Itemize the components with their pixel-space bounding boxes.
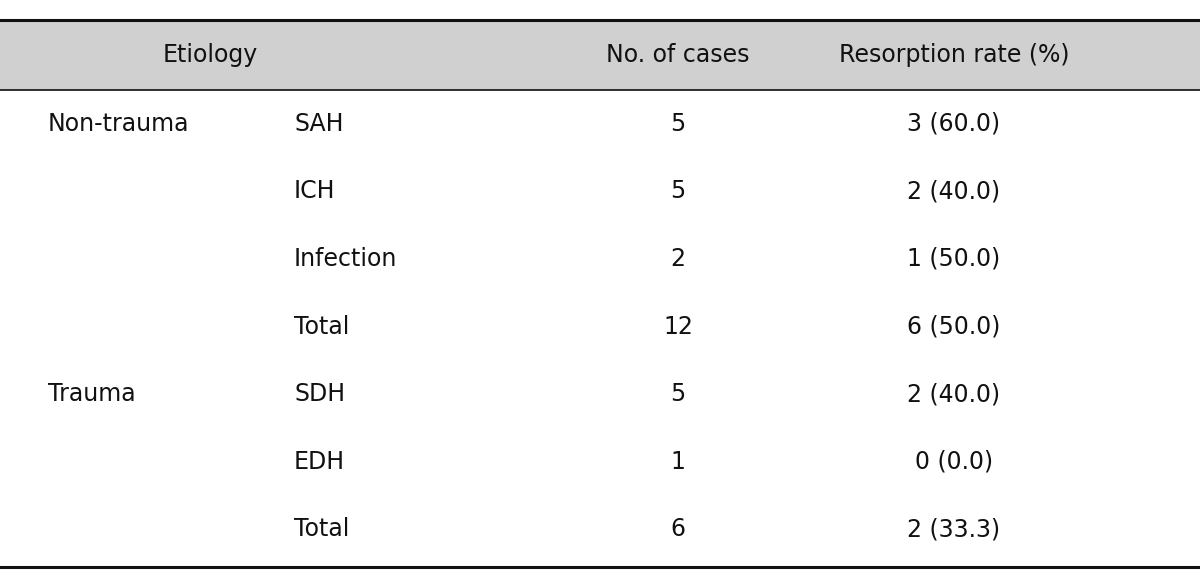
Text: SAH: SAH <box>294 112 343 136</box>
Text: Total: Total <box>294 517 349 541</box>
Text: 5: 5 <box>671 112 685 136</box>
Text: 5: 5 <box>671 382 685 406</box>
Bar <box>0 20 1200 90</box>
Text: 5: 5 <box>671 179 685 204</box>
Text: 1 (50.0): 1 (50.0) <box>907 247 1001 271</box>
Text: Resorption rate (%): Resorption rate (%) <box>839 43 1069 68</box>
Text: Etiology: Etiology <box>162 43 258 68</box>
Text: 2 (33.3): 2 (33.3) <box>907 517 1001 541</box>
Text: Total: Total <box>294 314 349 339</box>
Text: 12: 12 <box>664 314 692 339</box>
Text: 2 (40.0): 2 (40.0) <box>907 382 1001 406</box>
Text: 0 (0.0): 0 (0.0) <box>914 449 994 474</box>
Text: 2 (40.0): 2 (40.0) <box>907 179 1001 204</box>
Text: SDH: SDH <box>294 382 346 406</box>
Text: EDH: EDH <box>294 449 346 474</box>
Text: 1: 1 <box>671 449 685 474</box>
Text: 3 (60.0): 3 (60.0) <box>907 112 1001 136</box>
Text: Non-trauma: Non-trauma <box>48 112 190 136</box>
Text: 2: 2 <box>671 247 685 271</box>
Text: Infection: Infection <box>294 247 397 271</box>
Text: No. of cases: No. of cases <box>606 43 750 68</box>
Text: 6: 6 <box>671 517 685 541</box>
Text: 6 (50.0): 6 (50.0) <box>907 314 1001 339</box>
Text: Trauma: Trauma <box>48 382 136 406</box>
Text: ICH: ICH <box>294 179 336 204</box>
